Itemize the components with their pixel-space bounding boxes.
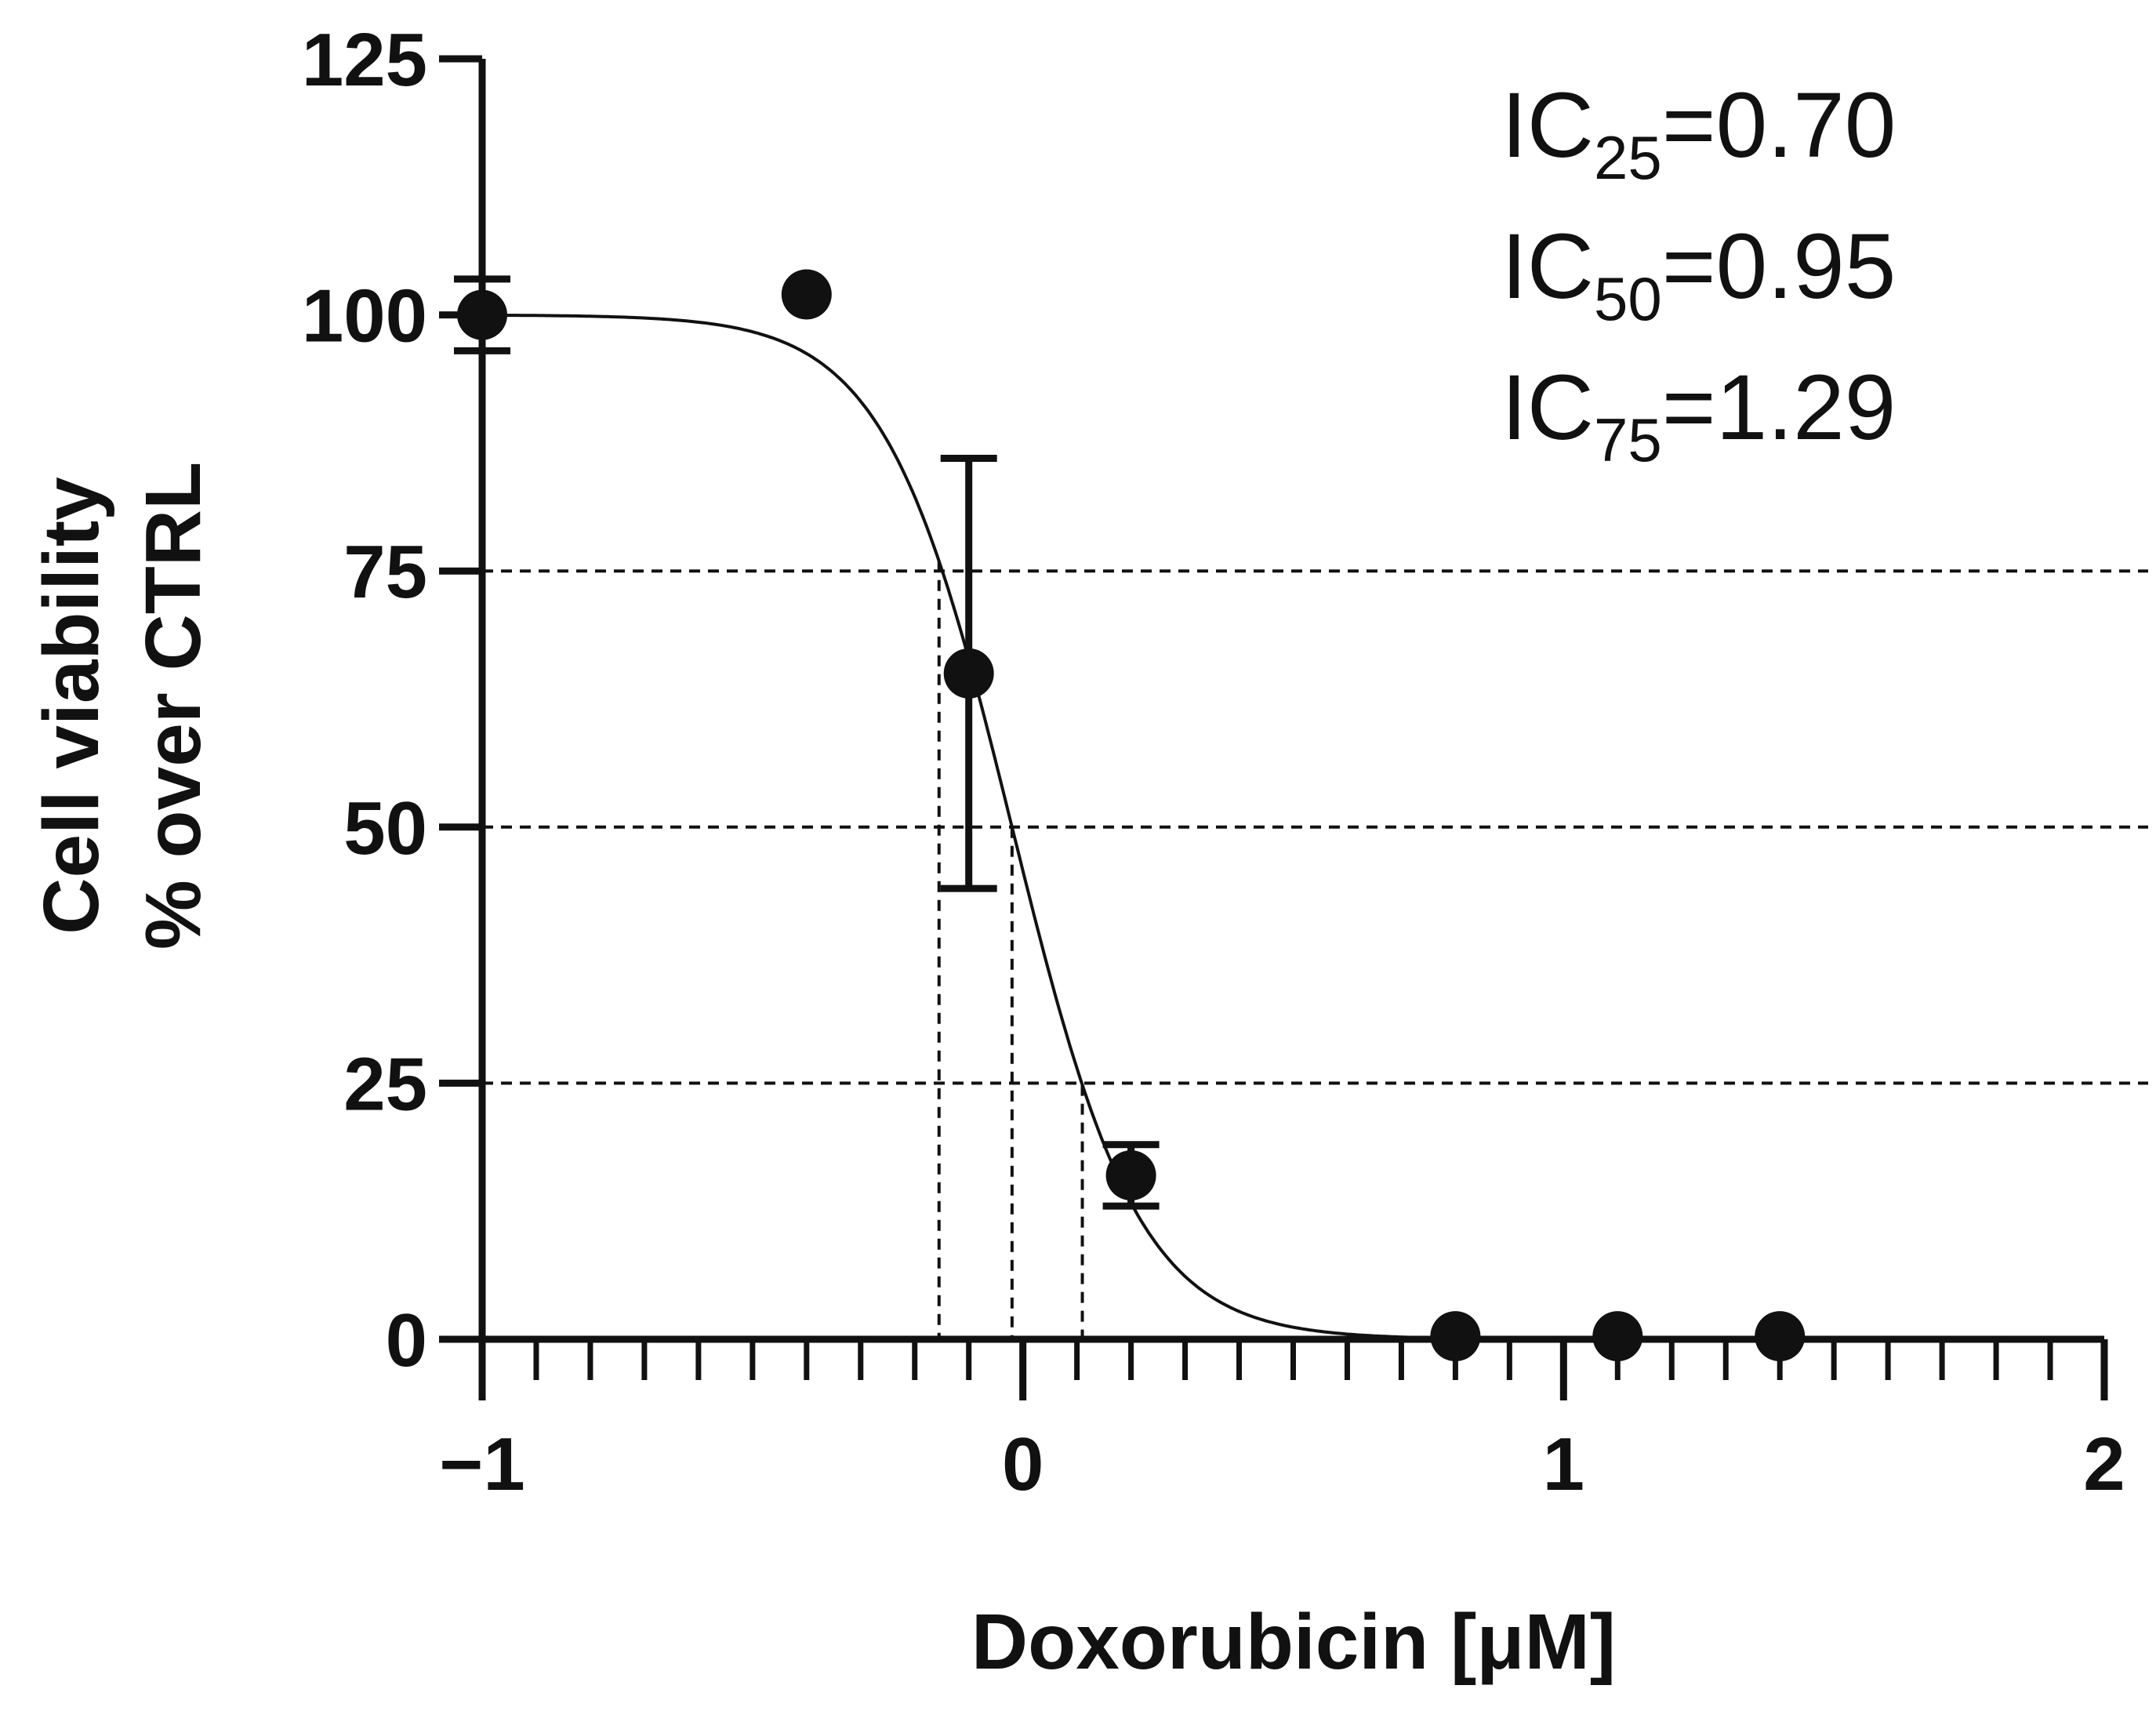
ic25-sub: 25 xyxy=(1594,123,1662,192)
x-tick-label-0: 0 xyxy=(1002,1422,1044,1506)
data-point-6 xyxy=(1755,1311,1806,1362)
y-tick-label-100: 100 xyxy=(302,274,427,358)
y-tick-label-0: 0 xyxy=(386,1298,427,1382)
y-tick-label-25: 25 xyxy=(343,1042,427,1126)
ic-drop-lines xyxy=(937,561,1084,1339)
ic50-prefix: IC xyxy=(1501,215,1594,318)
data-point-3 xyxy=(1105,1150,1156,1200)
y-tick-label-125: 125 xyxy=(302,18,427,102)
data-point-4 xyxy=(1430,1311,1481,1362)
y-ticks: 0 25 50 75 100 125 xyxy=(302,18,482,1382)
ic75-prefix: IC xyxy=(1501,356,1594,459)
y-tick-label-75: 75 xyxy=(343,530,427,614)
y-axis-title-line1: Cell viability xyxy=(27,477,115,935)
x-tick-label-1: 1 xyxy=(1543,1422,1584,1506)
ic50-sub: 50 xyxy=(1594,264,1662,333)
y-tick-label-50: 50 xyxy=(343,786,427,870)
x-ticks: −1 0 1 2 xyxy=(439,1339,2125,1506)
ic25-prefix: IC xyxy=(1501,74,1594,177)
x-tick-label-2: 2 xyxy=(2083,1422,2125,1506)
data-points xyxy=(457,269,1806,1362)
ic75-value: =1.29 xyxy=(1662,356,1896,459)
ic50-value: =0.95 xyxy=(1662,215,1896,318)
x-tick-label--1: −1 xyxy=(439,1422,524,1506)
data-point-0 xyxy=(457,289,507,340)
y-axis-title: Cell viability % over CTRL xyxy=(27,462,217,950)
ic-annotations: IC25=0.70 IC50=0.95 IC75=1.29 xyxy=(1501,74,1896,474)
ic25-annotation: IC25=0.70 xyxy=(1501,74,1896,192)
ic25-value: =0.70 xyxy=(1662,74,1896,177)
ic75-annotation: IC75=1.29 xyxy=(1501,356,1896,474)
reference-lines xyxy=(482,569,2148,1085)
data-point-5 xyxy=(1592,1311,1643,1362)
ic50-annotation: IC50=0.95 xyxy=(1501,215,1896,333)
data-point-1 xyxy=(781,269,832,320)
data-point-2 xyxy=(943,648,994,699)
ic75-sub: 75 xyxy=(1594,405,1662,474)
error-bars xyxy=(454,275,1160,1210)
y-axis-title-line2: % over CTRL xyxy=(129,462,217,950)
x-axis-title: Doxorubicin [μM] xyxy=(971,1598,1616,1686)
